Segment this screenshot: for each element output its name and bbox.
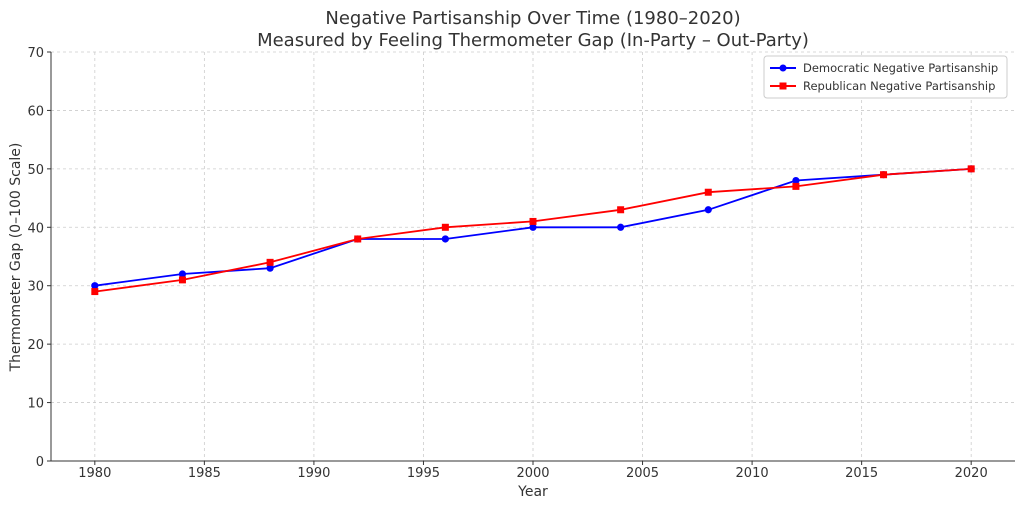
y-tick-label: 0 (36, 455, 44, 470)
x-tick-label: 2010 (736, 466, 769, 481)
data-point (354, 235, 362, 243)
chart-title-line2: Measured by Feeling Thermometer Gap (In-… (257, 30, 809, 51)
data-point (178, 276, 186, 284)
data-point (967, 165, 975, 173)
data-point (880, 171, 888, 179)
x-tick-label: 2015 (845, 466, 878, 481)
x-axis-label: Year (517, 484, 548, 500)
x-tick-label: 1995 (407, 466, 440, 481)
data-point (792, 182, 800, 190)
tick-labels: 1980 1985 1990 1995 2000 2005 2010 2015 2020 0 10 2… (27, 46, 987, 481)
data-point (441, 235, 449, 243)
legend-item-republican: Republican Negative Partisanship (770, 79, 995, 93)
legend-label-democratic: Democratic Negative Partisanship (803, 61, 998, 75)
data-point (91, 282, 99, 290)
series (91, 165, 975, 296)
y-tick-label: 70 (27, 46, 44, 61)
data-point (91, 288, 99, 296)
x-tick-label: 2005 (626, 466, 659, 481)
x-tick-label: 2000 (516, 466, 549, 481)
data-point (529, 223, 537, 231)
axes (47, 51, 1015, 465)
y-tick-label: 30 (27, 280, 44, 295)
legend-box (763, 55, 1008, 99)
legend-label-republican: Republican Negative Partisanship (803, 79, 995, 93)
y-tick-label: 50 (27, 163, 44, 178)
data-point (792, 176, 800, 185)
data-point (529, 217, 537, 225)
chart-title-line1: Negative Partisanship Over Time (1980–20… (325, 8, 740, 29)
x-tick-label: 1980 (78, 466, 111, 481)
y-tick-label: 10 (27, 397, 44, 412)
x-tick-label: 2020 (955, 466, 988, 481)
data-point (441, 223, 449, 231)
legend-marker-republican (779, 82, 787, 90)
data-point (704, 206, 712, 214)
data-point (617, 206, 625, 214)
y-tick-label: 20 (27, 338, 44, 353)
x-tick-label: 1985 (188, 466, 221, 481)
y-tick-label: 60 (27, 104, 44, 119)
data-point (617, 223, 625, 231)
legend: Democratic Negative Partisanship Republi… (763, 55, 1008, 99)
grid (51, 51, 1015, 462)
data-point (266, 264, 274, 272)
legend-marker-democratic (779, 64, 787, 72)
data-point (178, 270, 187, 278)
y-axis-label: Thermometer Gap (0–100 Scale) (8, 143, 24, 373)
x-tick-label: 1990 (297, 466, 330, 481)
series-republican (91, 165, 975, 296)
data-point (704, 188, 712, 196)
legend-item-democratic: Democratic Negative Partisanship (770, 61, 998, 75)
data-point (266, 258, 274, 266)
y-tick-label: 40 (27, 221, 44, 236)
